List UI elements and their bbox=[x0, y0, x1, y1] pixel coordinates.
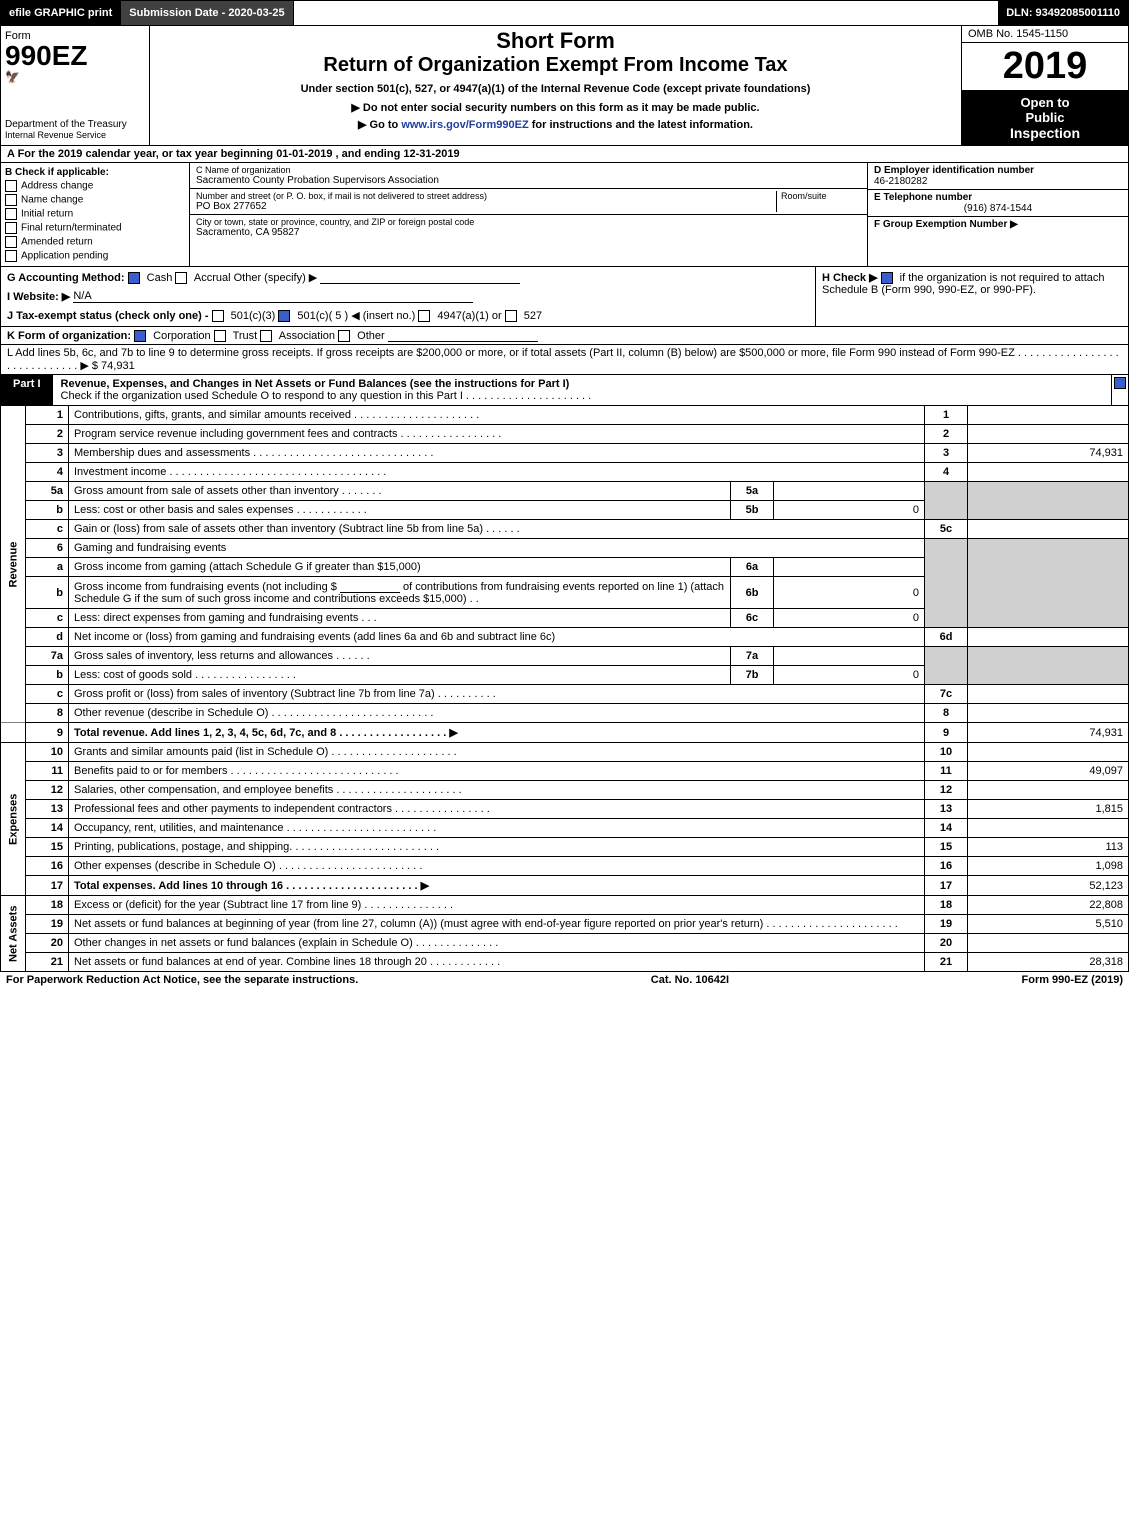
method-website-block: G Accounting Method: Cash Accrual Other … bbox=[0, 267, 1129, 327]
checkbox-column-b: B Check if applicable: Address change Na… bbox=[1, 163, 190, 266]
room-suite-label: Room/suite bbox=[781, 191, 861, 201]
header-center: Short Form Return of Organization Exempt… bbox=[150, 26, 961, 145]
short-form-title: Short Form bbox=[154, 28, 957, 54]
under-section-text: Under section 501(c), 527, or 4947(a)(1)… bbox=[154, 83, 957, 95]
city-label: City or town, state or province, country… bbox=[196, 217, 861, 227]
line6b-contributions-input[interactable] bbox=[340, 580, 400, 593]
part1-tab: Part I bbox=[1, 375, 53, 405]
expenses-section-label: Expenses bbox=[1, 743, 26, 896]
4947-checkbox[interactable] bbox=[418, 310, 430, 322]
accounting-method-label: G Accounting Method: bbox=[7, 272, 125, 284]
header-left: Form 990EZ 🦅 Department of the Treasury … bbox=[1, 26, 150, 145]
website-input[interactable]: N/A bbox=[73, 290, 473, 303]
submission-date: Submission Date - 2020-03-25 bbox=[121, 1, 293, 25]
gross-receipts-line: L Add lines 5b, 6c, and 7b to line 9 to … bbox=[0, 345, 1129, 375]
tax-year-line: A For the 2019 calendar year, or tax yea… bbox=[0, 146, 1129, 163]
527-checkbox[interactable] bbox=[505, 310, 517, 322]
part1-table: Revenue 1 Contributions, gifts, grants, … bbox=[0, 406, 1129, 972]
part1-title: Revenue, Expenses, and Changes in Net As… bbox=[53, 375, 1111, 405]
phone-label: E Telephone number bbox=[874, 192, 972, 203]
city-state-zip: Sacramento, CA 95827 bbox=[196, 227, 861, 238]
org-name-label: C Name of organization bbox=[196, 165, 861, 175]
tax-year: 2019 bbox=[962, 43, 1128, 91]
org-name: Sacramento County Probation Supervisors … bbox=[196, 175, 861, 186]
accrual-checkbox[interactable] bbox=[175, 272, 187, 284]
website-label: I Website: ▶ bbox=[7, 291, 70, 303]
revenue-section-label: Revenue bbox=[1, 406, 26, 723]
k-label: K Form of organization: bbox=[7, 330, 131, 342]
amended-return-checkbox[interactable] bbox=[5, 236, 17, 248]
trust-checkbox[interactable] bbox=[214, 330, 226, 342]
address-change-checkbox[interactable] bbox=[5, 180, 17, 192]
501c-checkbox[interactable] bbox=[278, 310, 290, 322]
other-method-input[interactable] bbox=[320, 271, 520, 284]
final-return-checkbox[interactable] bbox=[5, 222, 17, 234]
entity-info-block: B Check if applicable: Address change Na… bbox=[0, 163, 1129, 267]
top-bar: efile GRAPHIC print Submission Date - 20… bbox=[0, 0, 1129, 26]
ssn-warning: ▶ Do not enter social security numbers o… bbox=[154, 101, 957, 114]
col-b-title: B Check if applicable: bbox=[5, 167, 185, 178]
street-label: Number and street (or P. O. box, if mail… bbox=[196, 191, 776, 201]
irs-eagle-icon: 🦅 bbox=[5, 70, 145, 84]
tax-exempt-label: J Tax-exempt status (check only one) - bbox=[7, 310, 209, 322]
inspection-box: Open to Public Inspection bbox=[962, 91, 1128, 145]
group-exemption-label: F Group Exemption Number ▶ bbox=[874, 219, 1018, 230]
gh-left: G Accounting Method: Cash Accrual Other … bbox=[1, 267, 815, 326]
part1-check-text: Check if the organization used Schedule … bbox=[61, 390, 592, 402]
h-check-label: H Check ▶ bbox=[822, 272, 878, 284]
omb-number: OMB No. 1545-1150 bbox=[962, 26, 1128, 43]
return-title: Return of Organization Exempt From Incom… bbox=[154, 54, 957, 77]
form-name: 990EZ bbox=[5, 42, 145, 70]
footer-left: For Paperwork Reduction Act Notice, see … bbox=[6, 974, 358, 986]
form-header: Form 990EZ 🦅 Department of the Treasury … bbox=[0, 26, 1129, 146]
other-org-input[interactable] bbox=[388, 329, 538, 342]
form-of-org-line: K Form of organization: Corporation Trus… bbox=[0, 327, 1129, 345]
corporation-checkbox[interactable] bbox=[134, 330, 146, 342]
schedule-b-checkbox[interactable] bbox=[881, 272, 893, 284]
501c3-checkbox[interactable] bbox=[212, 310, 224, 322]
efile-print-button[interactable]: efile GRAPHIC print bbox=[1, 1, 121, 25]
netassets-section-label: Net Assets bbox=[1, 896, 26, 972]
org-info-column-c: C Name of organization Sacramento County… bbox=[190, 163, 867, 266]
goto-link[interactable]: ▶ Go to www.irs.gov/Form990EZ for instru… bbox=[154, 118, 957, 131]
name-change-checkbox[interactable] bbox=[5, 194, 17, 206]
schedule-b-block: H Check ▶ if the organization is not req… bbox=[815, 267, 1128, 326]
street-address: PO Box 277652 bbox=[196, 201, 776, 212]
part1-header: Part I Revenue, Expenses, and Changes in… bbox=[0, 375, 1129, 406]
right-info-column: D Employer identification number 46-2180… bbox=[867, 163, 1128, 266]
department-label: Department of the Treasury Internal Reve… bbox=[5, 119, 145, 141]
cash-checkbox[interactable] bbox=[128, 272, 140, 284]
footer-center: Cat. No. 10642I bbox=[651, 974, 729, 986]
part1-schedule-o-checkbox[interactable] bbox=[1111, 375, 1128, 405]
ein-value: 46-2180282 bbox=[874, 176, 927, 187]
ein-label: D Employer identification number bbox=[874, 165, 1034, 176]
phone-value: (916) 874-1544 bbox=[874, 203, 1122, 214]
initial-return-checkbox[interactable] bbox=[5, 208, 17, 220]
irs-url-link[interactable]: www.irs.gov/Form990EZ bbox=[401, 119, 528, 131]
page-footer: For Paperwork Reduction Act Notice, see … bbox=[0, 972, 1129, 988]
footer-right: Form 990-EZ (2019) bbox=[1022, 974, 1123, 986]
application-pending-checkbox[interactable] bbox=[5, 250, 17, 262]
other-org-checkbox[interactable] bbox=[338, 330, 350, 342]
association-checkbox[interactable] bbox=[260, 330, 272, 342]
header-right: OMB No. 1545-1150 2019 Open to Public In… bbox=[961, 26, 1128, 145]
dln-number: DLN: 93492085001110 bbox=[998, 1, 1128, 25]
